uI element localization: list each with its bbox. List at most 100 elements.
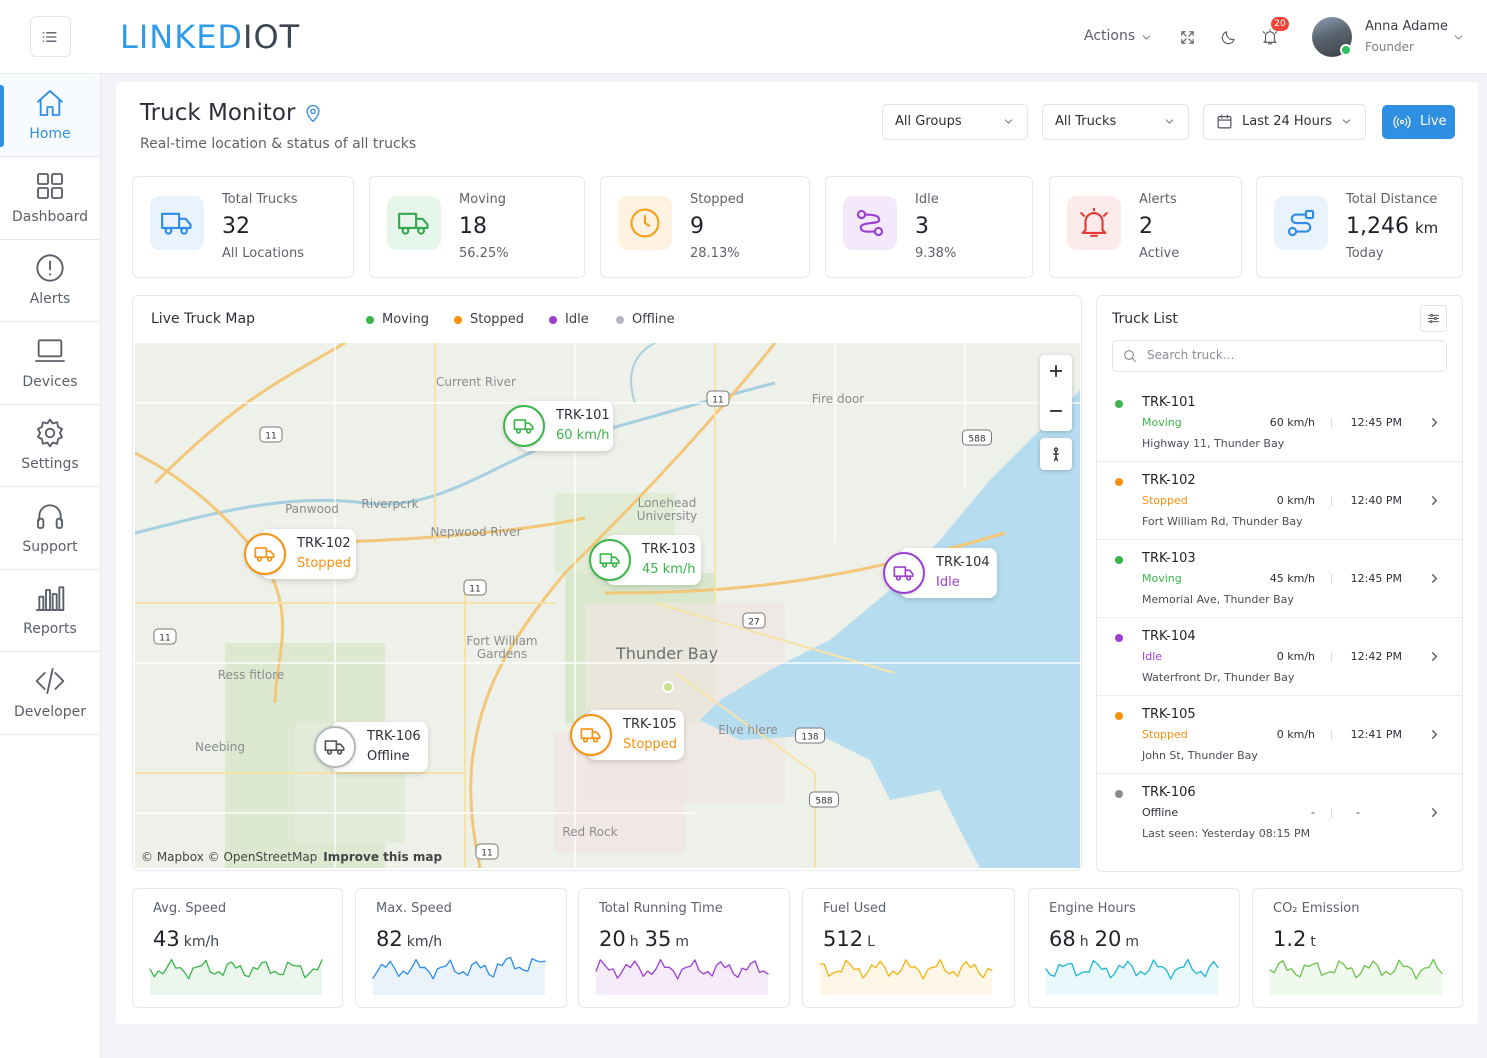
user-name: Anna Adame bbox=[1365, 19, 1449, 34]
filter-dropdown[interactable] bbox=[1203, 104, 1366, 140]
stat-label: Alerts bbox=[1139, 192, 1177, 207]
road-number: 11 bbox=[469, 585, 480, 595]
sparkline bbox=[1269, 958, 1443, 995]
page-subtitle: Real-time location & status of all truck… bbox=[140, 136, 417, 152]
road-shield bbox=[153, 628, 177, 645]
marker-id: TRK-104 bbox=[936, 555, 990, 570]
marker-circle[interactable] bbox=[244, 533, 286, 575]
filter-icon bbox=[1428, 313, 1439, 324]
menu-button[interactable] bbox=[30, 16, 71, 57]
stat-icon bbox=[630, 208, 660, 238]
marker-detail: 45 km/h bbox=[642, 562, 696, 577]
truck-status: Moving bbox=[1142, 572, 1182, 585]
sidebar-item[interactable] bbox=[0, 488, 100, 570]
marker-circle[interactable] bbox=[883, 552, 925, 594]
sidebar-item[interactable] bbox=[0, 570, 100, 652]
actions-menu[interactable]: Actions bbox=[1084, 28, 1136, 44]
metric-label: Max. Speed bbox=[376, 901, 452, 916]
truck-time: - bbox=[1356, 806, 1360, 819]
logo: LINKEDIOT bbox=[120, 18, 300, 56]
marker-id: TRK-105 bbox=[623, 717, 677, 732]
stat-value: 2 bbox=[1139, 214, 1153, 239]
truck-row[interactable] bbox=[1097, 540, 1462, 618]
online-dot bbox=[1340, 44, 1352, 56]
truck-status: Idle bbox=[1142, 650, 1163, 663]
stat-value: 3 bbox=[915, 214, 929, 239]
truck-row[interactable] bbox=[1097, 462, 1462, 540]
metric-value: 512 L bbox=[823, 927, 881, 951]
metric-label: Avg. Speed bbox=[153, 901, 227, 916]
marker-circle[interactable] bbox=[503, 405, 545, 447]
stat-label: Idle bbox=[915, 192, 939, 207]
metric-num: 35 bbox=[644, 927, 672, 951]
row-chevron bbox=[1432, 652, 1437, 661]
legend-label: Idle bbox=[565, 312, 589, 327]
truck-row[interactable] bbox=[1097, 696, 1462, 774]
sidebar-item[interactable] bbox=[0, 158, 100, 240]
marker-icon bbox=[580, 728, 601, 743]
marker-id: TRK-102 bbox=[297, 536, 351, 551]
truck-list-card bbox=[1096, 295, 1463, 872]
marker-circle[interactable] bbox=[570, 714, 612, 756]
truck-row[interactable] bbox=[1097, 384, 1462, 462]
truck-location: Highway 11, Thunder Bay bbox=[1142, 437, 1285, 450]
filter-chevron bbox=[1342, 119, 1351, 124]
sidebar-item[interactable] bbox=[0, 653, 100, 735]
sparkline bbox=[1045, 958, 1219, 995]
marker-circle[interactable] bbox=[314, 726, 356, 768]
filter-dropdown[interactable] bbox=[882, 104, 1028, 140]
legend-label: Offline bbox=[632, 312, 675, 327]
road-shield bbox=[259, 426, 283, 443]
metric-card bbox=[578, 888, 790, 1008]
place-label: Gardens bbox=[477, 647, 527, 661]
truck-status: Offline bbox=[1142, 806, 1179, 819]
road-number: 11 bbox=[265, 432, 276, 442]
metric-num: 82 bbox=[376, 927, 403, 951]
place-label: Fire door bbox=[812, 392, 865, 406]
marker-detail: Idle bbox=[936, 575, 960, 590]
place-label: Fort William bbox=[466, 634, 537, 648]
sidebar-icon bbox=[37, 503, 63, 529]
sidebar-item[interactable] bbox=[0, 323, 100, 405]
place-label: University bbox=[637, 509, 698, 523]
marker-detail: Offline bbox=[367, 749, 410, 764]
metric-unit: m bbox=[1125, 934, 1139, 950]
filter-button[interactable] bbox=[1420, 305, 1447, 332]
sidebar-item[interactable] bbox=[0, 75, 100, 157]
metric-num: 20 bbox=[599, 927, 626, 951]
place-label: Red Rock bbox=[562, 825, 617, 839]
sidebar-item[interactable] bbox=[0, 405, 100, 487]
sidebar-label: Alerts bbox=[29, 291, 71, 307]
sidebar-item[interactable] bbox=[0, 240, 100, 322]
search-box[interactable] bbox=[1112, 340, 1447, 372]
row-chevron bbox=[1432, 808, 1437, 817]
metric-card bbox=[355, 888, 567, 1008]
truck-row[interactable] bbox=[1097, 618, 1462, 696]
truck-location: Last seen: Yesterday 08:15 PM bbox=[1142, 827, 1311, 840]
marker-circle[interactable] bbox=[589, 539, 631, 581]
truck-id: TRK-105 bbox=[1142, 707, 1196, 722]
truck-speed: 0 km/h bbox=[1276, 494, 1315, 507]
metric-value: 43 km/h bbox=[153, 927, 225, 951]
road-shield bbox=[795, 727, 825, 744]
sidebar-label: Developer bbox=[13, 703, 86, 720]
filter-label: All Groups bbox=[895, 114, 962, 129]
marker-detail: 60 km/h bbox=[556, 428, 610, 443]
truck-list-title: Truck List bbox=[1112, 311, 1178, 327]
metric-label: CO₂ Emission bbox=[1273, 901, 1360, 916]
sparkline bbox=[149, 958, 323, 995]
metric-label: Engine Hours bbox=[1049, 901, 1136, 916]
place-label: Riverpcrk bbox=[361, 497, 418, 511]
filter-dropdown[interactable] bbox=[1042, 104, 1189, 140]
search-placeholder: Search truck... bbox=[1147, 348, 1235, 362]
metric-unit: m bbox=[675, 934, 689, 950]
improve-link[interactable]: Improve this map bbox=[323, 850, 443, 864]
metric-num: 1.2 bbox=[1273, 927, 1307, 951]
filter-label: All Trucks bbox=[1055, 114, 1117, 129]
status-dot bbox=[1115, 478, 1123, 486]
status-dot bbox=[1115, 400, 1123, 408]
marker-icon bbox=[893, 566, 914, 581]
sparkline bbox=[595, 959, 769, 995]
theme-button bbox=[1221, 31, 1235, 45]
